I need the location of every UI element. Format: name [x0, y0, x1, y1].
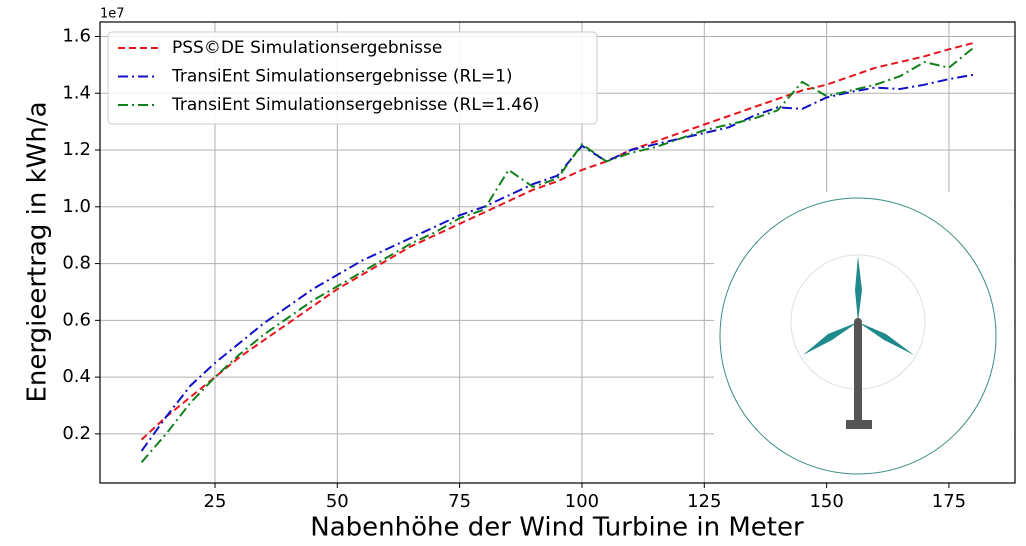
x-tick-label: 175: [932, 491, 966, 512]
y-tick-label: 0.2: [62, 423, 91, 444]
series-line: [140, 42, 974, 441]
offset-label: 1e7: [100, 7, 125, 22]
legend-label: TransiEnt Simulationsergebnisse (RL=1.46…: [171, 95, 540, 115]
plot-frame: [99, 21, 1016, 484]
y-tick-label: 0.4: [62, 366, 91, 387]
y-tick-label: 0.6: [62, 309, 91, 330]
x-tick-label: 50: [326, 491, 349, 512]
x-tick-label: 75: [448, 491, 471, 512]
x-tick-label: 125: [687, 491, 721, 512]
legend-label: TransiEnt Simulationsergebnisse (RL=1): [171, 67, 513, 87]
y-tick-label: 0.8: [62, 253, 91, 274]
x-axis-label: Nabenhöhe der Wind Turbine in Meter: [310, 513, 804, 543]
legend-label: PSS©DE Simulationsergebnisse: [172, 38, 442, 58]
series-line: [140, 73, 974, 452]
y-tick-label: 1.6: [62, 25, 91, 46]
x-tick-label: 25: [204, 491, 227, 512]
turbine-icon: [714, 192, 1014, 482]
y-tick-label: 1.2: [62, 139, 91, 160]
y-tick-label: 1.4: [62, 82, 91, 103]
y-axis-label: Energieertrag in kWh/a: [23, 101, 53, 402]
legend: PSS©DE Simulationsergebnisse TransiEnt Si…: [107, 31, 598, 125]
y-tick-label: 1.0: [62, 196, 91, 217]
x-tick-label: 150: [809, 491, 843, 512]
x-tick-label: 100: [565, 491, 599, 512]
